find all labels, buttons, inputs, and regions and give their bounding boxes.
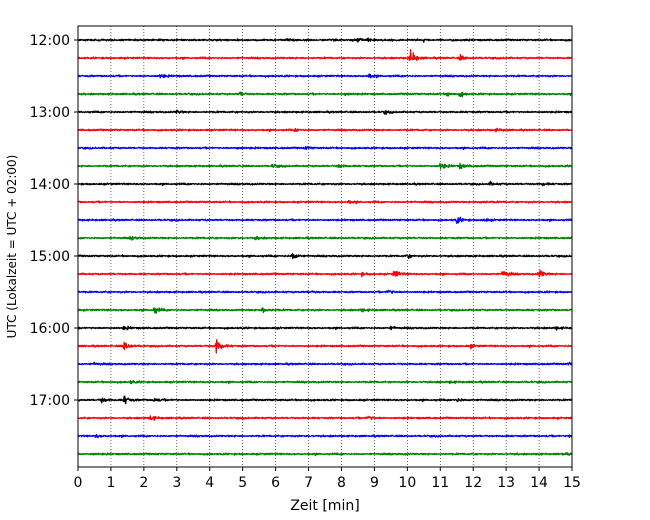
x-tick-label: 8 (337, 475, 346, 491)
trace-1215 (77, 48, 573, 62)
x-tick-label: 6 (271, 475, 280, 491)
trace-1715 (77, 415, 573, 421)
trace-1545 (77, 307, 573, 314)
trace-1600 (77, 325, 573, 331)
x-axis: 0 1 2 3 4 5 6 7 8 9 10 11 12 13 14 15 (74, 467, 581, 491)
y-axis: 12:00 13:00 14:00 15:00 16:00 17:00 (30, 33, 78, 409)
x-tick-label: 11 (431, 475, 449, 491)
x-tick-label: 14 (530, 475, 548, 491)
y-axis-label: UTC (Lokalzeit = UTC + 02:00) (5, 155, 19, 339)
trace-1330 (77, 145, 573, 151)
trace-1730 (77, 433, 573, 439)
trace-1245 (77, 91, 573, 98)
x-tick-label: 0 (74, 475, 83, 491)
trace-1230 (77, 73, 573, 79)
y-tick-label: 17:00 (30, 393, 70, 409)
x-tick-label: 12 (464, 475, 482, 491)
trace-1615 (77, 339, 573, 354)
x-tick-label: 3 (172, 475, 181, 491)
trace-1400 (77, 180, 573, 187)
seismic-traces (77, 37, 573, 457)
x-tick-label: 5 (238, 475, 247, 491)
trace-1530 (77, 289, 573, 295)
trace-1500 (77, 252, 573, 260)
x-tick-label: 4 (205, 475, 214, 491)
x-tick-label: 9 (370, 475, 379, 491)
trace-1515 (77, 269, 573, 278)
trace-1200 (77, 37, 573, 43)
trace-1630 (77, 361, 573, 366)
x-tick-label: 1 (106, 475, 115, 491)
x-tick-label: 15 (563, 475, 581, 491)
y-tick-label: 16:00 (30, 321, 70, 337)
trace-1300 (77, 109, 573, 115)
x-tick-label: 2 (139, 475, 148, 491)
plot-frame (77, 25, 573, 468)
x-axis-label: Zeit [min] (290, 498, 359, 514)
x-tick-label: 10 (398, 475, 416, 491)
trace-1745 (77, 451, 573, 457)
trace-1430 (77, 216, 573, 224)
trace-1645 (77, 379, 573, 385)
trace-1415 (77, 199, 573, 205)
x-tick-label: 13 (497, 475, 515, 491)
y-tick-label: 15:00 (30, 249, 70, 265)
trace-1345 (77, 162, 573, 170)
y-tick-label: 13:00 (30, 105, 70, 121)
trace-1445 (77, 235, 573, 241)
trace-1315 (77, 127, 573, 133)
trace-1700 (77, 395, 573, 405)
y-tick-label: 14:00 (30, 177, 70, 193)
x-tick-label: 7 (304, 475, 313, 491)
y-tick-label: 12:00 (30, 33, 70, 49)
